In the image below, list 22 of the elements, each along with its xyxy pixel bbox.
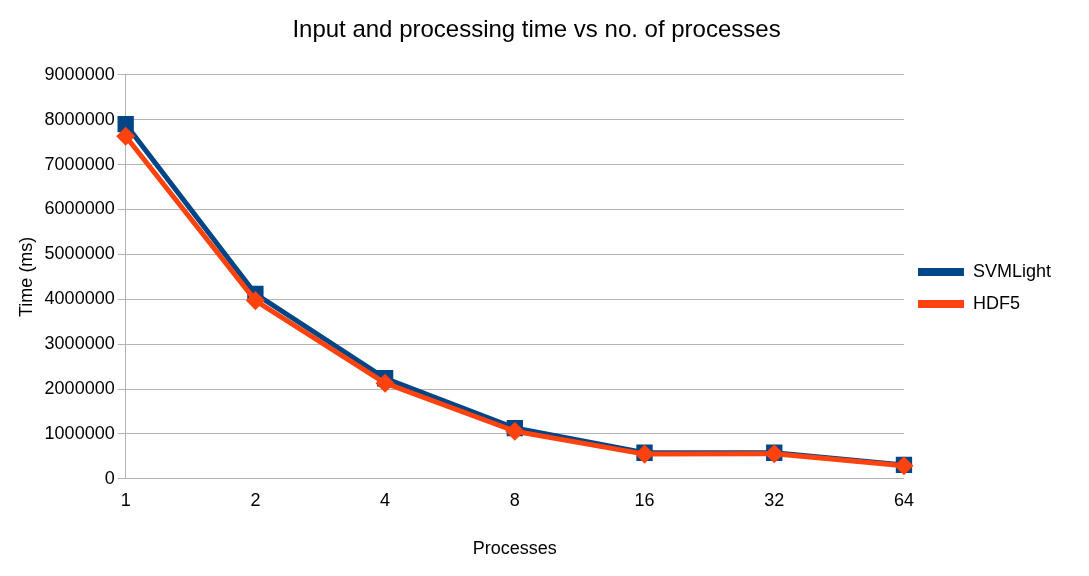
y-tick-label: 0 (104, 467, 115, 488)
x-tick-label: 64 (893, 489, 914, 510)
legend-label: SVMLight (972, 260, 1052, 281)
y-tick-label: 6000000 (44, 198, 115, 219)
y-tick-label: 3000000 (44, 333, 115, 354)
chart-title: Input and processing time vs no. of processes (292, 15, 781, 43)
y-tick-label: 5000000 (44, 243, 115, 264)
x-tick-label: 4 (380, 489, 391, 510)
x-tick-label: 1 (120, 489, 131, 510)
x-tick-label: 2 (250, 489, 261, 510)
y-tick-label: 2000000 (44, 377, 115, 398)
legend-label: HDF5 (972, 292, 1020, 313)
y-tick-label: 7000000 (44, 153, 115, 174)
x-tick-label: 16 (634, 489, 655, 510)
y-tick-label: 4000000 (44, 288, 115, 309)
y-tick-label: 8000000 (44, 108, 115, 129)
x-tick-label: 32 (764, 489, 785, 510)
y-axis-title: Time (ms) (15, 236, 36, 317)
x-axis-title: Processes (472, 538, 557, 559)
y-tick-label: 9000000 (44, 63, 115, 84)
y-tick-label: 1000000 (44, 422, 115, 443)
x-tick-label: 8 (509, 489, 520, 510)
